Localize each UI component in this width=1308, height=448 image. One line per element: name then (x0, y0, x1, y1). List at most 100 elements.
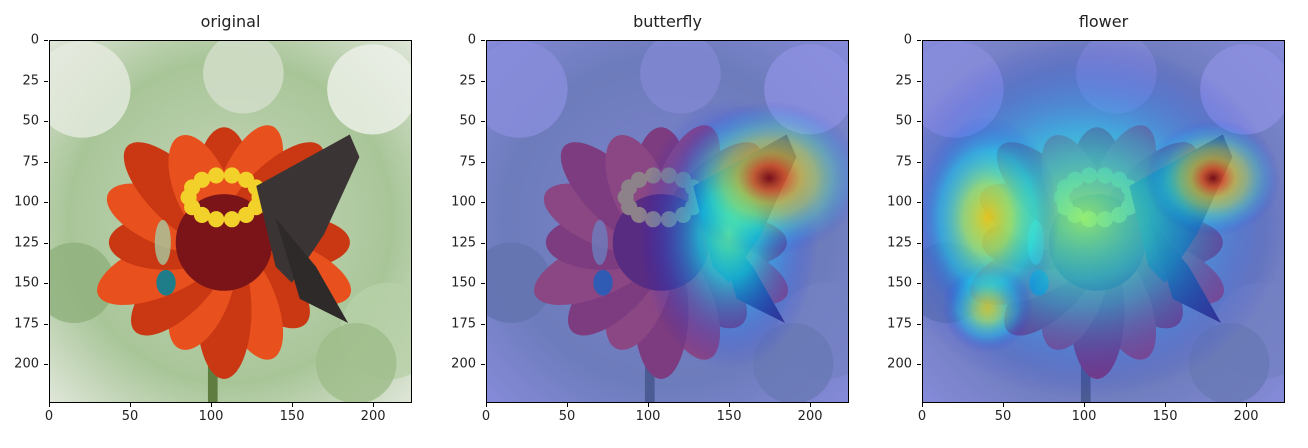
x-tick-label: 200 (797, 409, 823, 424)
y-tick-label: 0 (30, 32, 39, 48)
y-tick-label: 50 (459, 113, 476, 129)
stamen (238, 206, 255, 223)
y-tick-label: 25 (895, 73, 912, 88)
y-tick-mark (481, 121, 485, 123)
y-tick-label: 75 (22, 154, 39, 170)
x-tick-mark (486, 403, 487, 407)
y-tick-mark (44, 121, 48, 123)
y-tick-label: 125 (14, 235, 39, 251)
y-tick-label: 100 (451, 194, 476, 210)
x-tick-label: 100 (1071, 409, 1097, 424)
y-tick-label: 75 (459, 154, 476, 170)
y-tick-label: 175 (451, 316, 476, 332)
x-tick-label: 100 (198, 409, 224, 424)
y-tick-mark (44, 161, 48, 163)
subplot-title: flower (1078, 12, 1129, 31)
y-tick-label: 150 (451, 275, 476, 291)
y-tick-mark (44, 40, 48, 41)
heat-hotspot (1145, 119, 1281, 237)
y-tick-label: 0 (903, 32, 912, 48)
y-tick-label: 175 (887, 316, 912, 332)
x-tick-label: 150 (279, 409, 305, 424)
y-tick-mark (44, 202, 48, 204)
x-tick-label: 0 (44, 409, 54, 424)
x-tick-label: 50 (121, 409, 139, 424)
y-tick-label: 125 (887, 235, 912, 251)
y-tick-mark (44, 364, 48, 366)
butterfly-body (275, 218, 349, 324)
butterfly-wing (256, 134, 360, 283)
y-tick-mark (481, 161, 485, 163)
x-tick-mark (1246, 403, 1248, 407)
heatmap-overlay (487, 41, 848, 402)
subplot-title: original (200, 12, 261, 31)
x-tick-mark (729, 403, 731, 407)
y-tick-label: 150 (14, 275, 39, 291)
heat-hotspot (923, 116, 1060, 320)
y-tick-mark (917, 80, 921, 82)
y-tick-mark (917, 283, 921, 285)
x-tick-mark (567, 403, 569, 407)
x-tick-mark (1003, 403, 1005, 407)
y-tick-label: 50 (22, 113, 39, 129)
spider (154, 219, 171, 266)
y-tick-mark (481, 323, 485, 325)
foliage-blob (50, 242, 115, 324)
y-tick-mark (44, 283, 48, 285)
x-tick-label: 100 (635, 409, 661, 424)
photo (50, 41, 411, 402)
heatmap-overlay (923, 41, 1284, 402)
y-tick-label: 25 (459, 73, 476, 88)
x-tick-mark (648, 403, 650, 407)
stamen (208, 167, 225, 184)
y-tick-mark (44, 242, 48, 244)
x-tick-mark (1084, 403, 1086, 407)
image-axes (486, 40, 849, 403)
y-tick-label: 100 (887, 194, 912, 210)
y-tick-label: 100 (14, 194, 39, 210)
x-tick-mark (130, 403, 132, 407)
x-tick-label: 50 (994, 409, 1012, 424)
foliage-blob (327, 44, 411, 135)
x-tick-label: 150 (1152, 409, 1178, 424)
y-tick-mark (917, 202, 921, 204)
stamen (223, 211, 241, 228)
image-axes (922, 40, 1285, 403)
foliage-blob (315, 323, 397, 402)
x-tick-mark (211, 403, 213, 407)
x-tick-label: 50 (558, 409, 576, 424)
y-tick-mark (917, 242, 921, 244)
x-tick-label: 200 (1233, 409, 1259, 424)
y-tick-label: 125 (451, 235, 476, 251)
y-tick-mark (44, 323, 48, 325)
x-tick-mark (49, 403, 50, 407)
foliage-blob (203, 41, 284, 114)
x-tick-label: 150 (716, 409, 742, 424)
x-tick-mark (373, 403, 375, 407)
x-tick-mark (292, 403, 294, 407)
x-tick-mark (810, 403, 812, 407)
image-plot (50, 41, 411, 402)
image-axes (49, 40, 412, 403)
y-tick-mark (917, 161, 921, 163)
y-tick-label: 0 (467, 32, 476, 48)
stamen (208, 211, 225, 228)
y-tick-label: 175 (14, 316, 39, 332)
y-tick-mark (481, 202, 485, 204)
y-tick-label: 200 (887, 356, 912, 372)
y-tick-label: 25 (22, 73, 39, 88)
y-tick-mark (481, 283, 485, 285)
y-tick-mark (44, 80, 48, 82)
fly (156, 269, 176, 296)
stamen (193, 171, 211, 188)
stem (207, 347, 218, 402)
y-tick-label: 50 (895, 113, 912, 129)
y-tick-mark (481, 80, 485, 82)
x-tick-mark (1165, 403, 1167, 407)
y-tick-label: 200 (14, 356, 39, 372)
y-tick-mark (917, 323, 921, 325)
image-plot (487, 41, 848, 402)
x-tick-label: 0 (481, 409, 491, 424)
x-tick-mark (922, 403, 923, 407)
subplot-title: butterfly (633, 12, 702, 31)
